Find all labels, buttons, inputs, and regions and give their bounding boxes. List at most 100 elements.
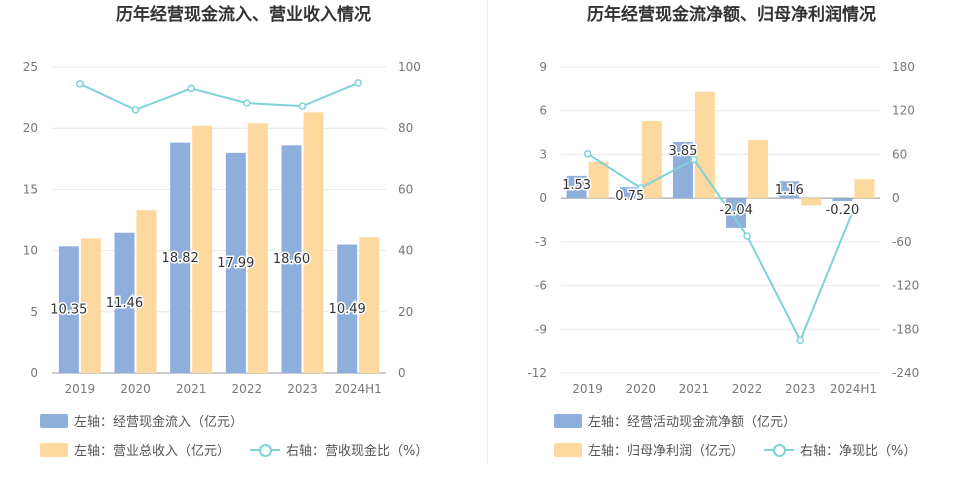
bar-series-1 [779,181,800,199]
line-point [690,155,698,164]
line-point [131,106,140,114]
y-left-tick-label: -3 [535,235,547,249]
x-tick-label: 2019 [572,382,603,396]
bar-series-2 [694,91,715,199]
bar-series-2 [854,179,875,199]
bar-series-2 [136,210,157,373]
bar-series-1 [672,142,693,199]
data-label: 0.75 [615,189,644,204]
legend-label: 右轴：净现比（%） [800,444,917,459]
y-left-tick-label: 3 [539,147,547,161]
line-point [76,80,84,88]
legend-item-net-cash-ratio[interactable]: 右轴：净现比（%） [764,440,916,459]
bar-series-1 [225,152,246,373]
y-right-tick-label: 0 [398,366,406,380]
x-tick-label: 2023 [785,382,816,396]
bar-series-2 [247,123,268,373]
y-right-tick-label: 40 [398,244,413,258]
x-tick-label: 2021 [176,382,207,396]
y-left-tick-label: 25 [23,60,38,74]
legend-item-net-cash-flow[interactable]: 左轴：经营活动现金流净额（亿元） [554,411,796,430]
y-right-tick-label: 120 [892,104,915,118]
x-tick-label: 2024H1 [830,382,877,396]
legend-swatch-bar2 [554,442,582,457]
data-label: 10.35 [50,303,87,318]
y-left-tick-label: 15 [23,182,38,196]
line-point [849,206,858,214]
data-label: 18.82 [162,251,199,266]
left-chart-title: 历年经营现金流入、营业收入情况 [116,5,371,25]
bar-series-2 [588,161,609,199]
data-label: 1.53 [562,178,591,193]
line-point [637,184,645,192]
line-point [796,336,804,344]
data-label: 17.99 [217,256,254,271]
bar-series-1 [281,145,302,373]
legend-swatch-line [764,443,794,457]
y-left-tick-label: 0 [30,366,38,380]
panel-divider [487,0,488,465]
data-label: 18.60 [273,252,310,267]
line-series [587,152,855,343]
bar-series-1 [337,244,358,373]
line-point [243,99,251,107]
bar-series-1 [619,187,640,199]
bar-series-2 [359,237,380,373]
y-left-tick-label: 9 [539,60,547,74]
y-right-tick-label: 180 [892,60,915,74]
y-left-tick-label: -9 [535,322,547,336]
bar-series-1 [58,246,79,373]
data-label: -2.04 [719,203,753,218]
x-tick-label: 2023 [287,382,318,396]
legend-item-cash-inflow[interactable]: 左轴：经营现金流入（亿元） [40,411,243,430]
legend-swatch-bar2 [40,442,68,457]
y-right-tick-label: 80 [398,121,413,135]
legend-swatch-bar1 [554,413,582,428]
x-tick-label: 2022 [732,382,763,396]
bar-series-1 [170,142,191,373]
y-right-tick-label: 60 [892,147,907,161]
y-right-tick-label: 60 [398,182,413,196]
legend-item-revenue[interactable]: 左轴：营业总收入（亿元） [40,440,230,459]
y-left-tick-label: 20 [23,121,38,135]
y-left-tick-label: 6 [539,104,547,118]
y-right-tick-label: 100 [398,60,421,74]
y-right-tick-label: -180 [892,322,919,336]
bar-series-2 [801,198,822,206]
y-left-tick-label: -12 [527,366,547,380]
x-tick-label: 2020 [120,382,151,396]
data-label: 1.16 [775,183,804,198]
legend-item-ratio[interactable]: 右轴：营收现金比（%） [250,440,428,459]
data-label: 3.85 [668,144,697,159]
legend-item-net-profit[interactable]: 左轴：归母净利润（亿元） [554,440,744,459]
x-tick-label: 2021 [679,382,710,396]
y-right-tick-label: -240 [892,366,919,380]
legend-label: 右轴：营收现金比（%） [286,444,429,459]
y-right-tick-label: -120 [892,279,919,293]
line-point [354,79,362,87]
legend-label: 左轴：归母净利润（亿元） [588,444,745,459]
y-right-tick-label: 20 [398,305,413,319]
line-point [187,84,195,93]
y-left-tick-label: -6 [535,279,547,293]
data-label: 10.49 [329,302,366,317]
bar-series-1 [832,198,853,202]
legend-swatch-line [250,443,280,457]
x-tick-label: 2024H1 [335,382,382,396]
legend-label: 左轴：经营活动现金流净额（亿元） [588,415,797,430]
y-left-tick-label: 0 [539,191,547,205]
y-left-tick-label: 5 [30,305,38,319]
line-series [79,81,359,111]
bar-series-1 [114,232,135,373]
bar-series-2 [192,125,213,373]
legend-swatch-bar1 [40,413,68,428]
y-right-tick-label: -60 [892,235,912,249]
left-chart-panel: 历年经营现金流入、营业收入情况 0 5 10 15 20 25 0 20 40 60 80 100 20… [0,0,487,500]
data-label: 11.46 [106,296,143,311]
line-point [743,232,751,240]
bar-series-1 [566,175,587,199]
left-chart-plot: 0 5 10 15 20 25 0 20 40 60 80 100 2019 2020 2021 2022 20… [23,60,421,396]
right-chart-title: 历年经营现金流净额、归母净利润情况 [587,5,876,25]
x-tick-label: 2022 [232,382,263,396]
right-chart-plot: -12 -9 -6 -3 0 3 6 9 -240 -180 -120 -60 0 60 120 180 201… [527,60,919,396]
